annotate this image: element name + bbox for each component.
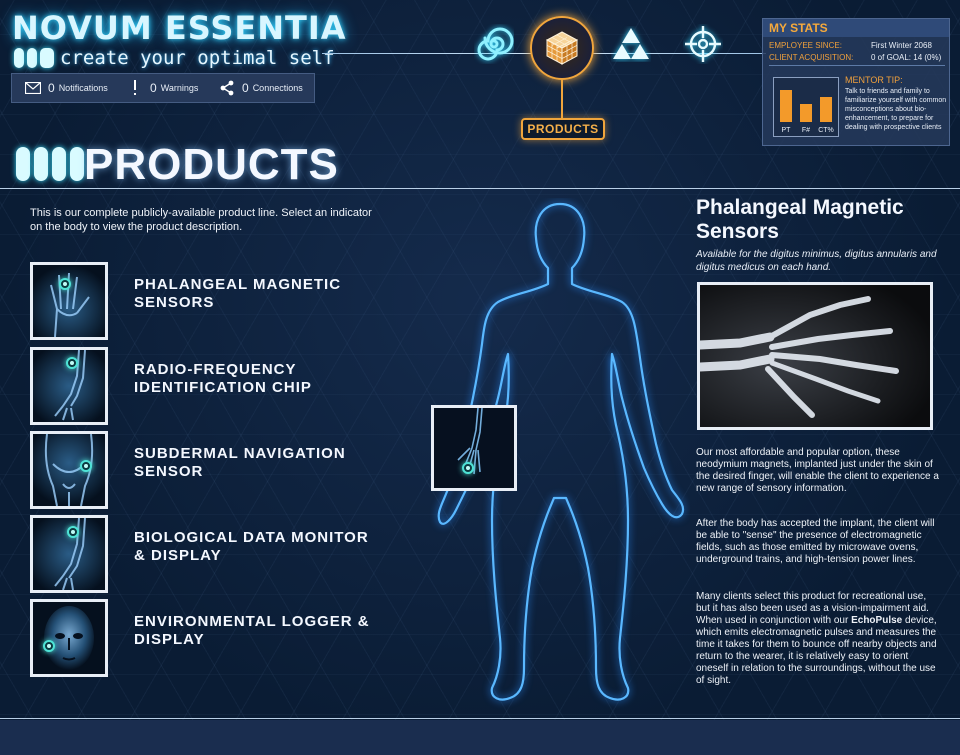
tagline-row: create your optimal self	[14, 46, 335, 70]
nav-products-button[interactable]	[530, 16, 594, 80]
indicator-dot	[43, 640, 55, 652]
detail-paragraph: Many clients select this product for rec…	[696, 591, 942, 687]
stat-row: EMPLOYEE SINCE: First Winter 2068	[769, 41, 949, 50]
stats-divider	[769, 65, 945, 66]
indicator-dot	[67, 526, 79, 538]
stat-value: 0 of GOAL: 14 (0%)	[871, 53, 942, 62]
envelope-icon	[22, 77, 44, 99]
stats-chart-label: F#	[801, 127, 811, 134]
stats-chart-bar	[780, 90, 792, 122]
share-icon	[216, 77, 238, 99]
head-thumbnail	[30, 599, 108, 677]
hand-thumbnail	[30, 262, 108, 340]
detail-title: Phalangeal Magnetic Sensors	[696, 196, 904, 243]
hand-xray-thumbnail	[434, 407, 514, 488]
nav-spiral-button[interactable]	[467, 17, 521, 71]
echopulse-link[interactable]: EchoPulse	[851, 615, 903, 626]
logo-pill	[27, 48, 37, 68]
mentor-tip-label: MENTOR TIP:	[845, 75, 903, 85]
tagline: create your optimal self	[60, 47, 335, 69]
body-zoom-inset[interactable]	[431, 405, 517, 491]
nav-crosshair-button[interactable]	[676, 17, 730, 71]
hip-thumbnail	[30, 431, 108, 509]
indicator-dot	[66, 357, 78, 369]
product-item-biodata[interactable]: BIOLOGICAL DATA MONITOR & DISPLAY	[30, 515, 390, 593]
product-name: RADIO-FREQUENCY IDENTIFICATION CHIP	[134, 361, 312, 396]
paragraph-text: Many clients select this product for rec…	[696, 591, 929, 626]
product-item-rfid[interactable]: RADIO-FREQUENCY IDENTIFICATION CHIP	[30, 347, 390, 425]
title-pill	[52, 147, 66, 181]
stats-chart-bar	[820, 97, 832, 122]
connections-item[interactable]: 0 Connections	[216, 74, 303, 102]
logo-pill	[14, 48, 24, 68]
connections-count: 0	[242, 81, 249, 95]
warnings-item[interactable]: 0 Warnings	[124, 74, 216, 102]
indicator-dot	[80, 460, 92, 472]
stats-chart: PT F# CT%	[773, 77, 839, 137]
intro-text: This is our complete publicly-available …	[30, 207, 372, 233]
stat-value: First Winter 2068	[871, 41, 932, 50]
mentor-tip-text: Talk to friends and family to familiariz…	[845, 88, 947, 131]
warnings-count: 0	[150, 81, 157, 95]
product-item-phalangeal[interactable]: PHALANGEAL MAGNETIC SENSORS	[30, 262, 390, 340]
product-name: BIOLOGICAL DATA MONITOR & DISPLAY	[134, 529, 369, 564]
stat-label: EMPLOYEE SINCE:	[769, 41, 842, 50]
indicator-dot	[462, 462, 474, 474]
notifications-label: Notifications	[58, 83, 108, 93]
arm-thumbnail	[30, 347, 108, 425]
product-name: ENVIRONMENTAL LOGGER & DISPLAY	[134, 613, 370, 648]
exclamation-icon	[124, 77, 146, 99]
detail-paragraph: After the body has accepted the implant,…	[696, 518, 935, 565]
product-item-logger[interactable]: ENVIRONMENTAL LOGGER & DISPLAY	[30, 599, 390, 677]
cube-icon	[545, 31, 579, 65]
notifications-count: 0	[48, 81, 55, 95]
product-name: PHALANGEAL MAGNETIC SENSORS	[134, 276, 342, 311]
title-pill	[70, 147, 84, 181]
title-divider	[0, 188, 960, 189]
forearm-thumbnail	[30, 515, 108, 593]
connections-label: Connections	[252, 83, 303, 93]
product-item-navigation[interactable]: SUBDERMAL NAVIGATION SENSOR	[30, 431, 390, 509]
stat-row: CLIENT ACQUISITION: 0 of GOAL: 14 (0%)	[769, 53, 949, 62]
detail-subtitle: Available for the digitus minimus, digit…	[696, 249, 937, 273]
nav-connector-line	[561, 80, 563, 118]
page-title: PRODUCTS	[84, 140, 339, 189]
title-pill	[34, 147, 48, 181]
detail-paragraph: Our most affordable and popular option, …	[696, 447, 939, 494]
crosshair-icon	[685, 26, 721, 62]
stats-chart-label: CT%	[818, 127, 834, 134]
triforce-icon	[613, 28, 649, 59]
paragraph-text: device, which emits electromagnetic puls…	[696, 615, 937, 686]
spiral-icon	[477, 27, 514, 61]
stats-panel: MY STATS EMPLOYEE SINCE: First Winter 20…	[762, 18, 950, 146]
title-pills	[16, 147, 84, 181]
notifications-item[interactable]: 0 Notifications	[22, 74, 124, 102]
logo-pill	[40, 48, 54, 68]
nav-products-label[interactable]: PRODUCTS	[521, 118, 605, 140]
stats-chart-label: PT	[781, 127, 791, 134]
body-figure	[437, 202, 685, 701]
nav-triforce-button[interactable]	[604, 17, 658, 71]
footer-band	[0, 720, 960, 755]
product-name: SUBDERMAL NAVIGATION SENSOR	[134, 445, 346, 480]
indicator-dot	[59, 278, 71, 290]
xray-image	[697, 282, 933, 430]
stats-title: MY STATS	[763, 19, 949, 37]
stat-label: CLIENT ACQUISITION:	[769, 53, 854, 62]
title-pill	[16, 147, 30, 181]
notification-bar: 0 Notifications 0 Warnings 0 Connections	[11, 73, 315, 103]
bottom-divider	[0, 718, 960, 719]
logo-title: NOVUM ESSENTIA	[12, 9, 347, 47]
stats-chart-bar	[800, 104, 812, 122]
logo-pills	[14, 48, 54, 68]
warnings-label: Warnings	[160, 83, 199, 93]
